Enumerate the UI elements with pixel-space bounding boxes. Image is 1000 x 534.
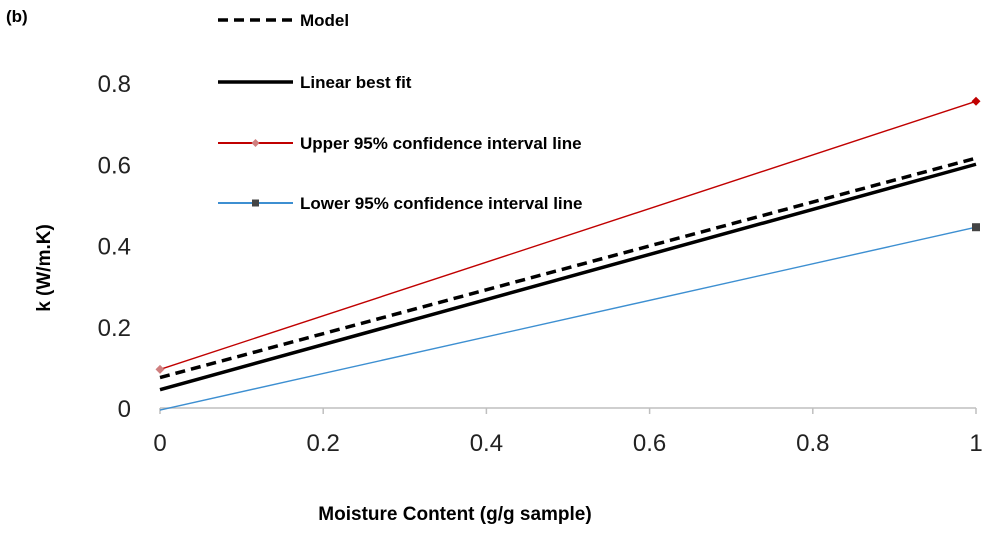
legend-marker-diamond [251,139,260,147]
series-line-4 [159,226,977,411]
upper-ci-marker [155,364,165,374]
series-line-2 [159,162,977,392]
lower-ci-marker [972,223,980,232]
legend-label-4: Lower 95% confidence interval line [300,194,582,213]
upper-ci-marker [971,96,981,106]
y-tick-label: 0 [118,396,131,423]
legend-label-3: Upper 95% confidence interval line [300,134,582,153]
x-tick-label: 0 [153,430,166,457]
y-tick-label: 0.2 [98,315,131,342]
series-line-1 [159,156,977,380]
x-tick-label: 0.4 [470,430,503,457]
plot-area: 0 0.2 0.4 0.6 0.8 1 0 0.2 0.4 0.6 0.8 [98,71,983,457]
x-tick-marks [159,408,977,414]
y-axis-title: k (W/m.K) [34,224,55,312]
series-markers [155,96,981,374]
panel-label: (b) [6,7,28,26]
legend-marker-square [252,199,259,207]
x-tick-labels: 0 0.2 0.4 0.6 0.8 1 [153,430,982,457]
x-tick-label: 0.8 [796,430,829,457]
y-tick-label: 0.6 [98,152,131,179]
x-tick-label: 1 [969,430,982,457]
x-tick-label: 0.6 [633,430,666,457]
y-tick-label: 0.8 [98,71,131,98]
series-line-3 [159,100,977,371]
y-tick-labels: 0 0.2 0.4 0.6 0.8 [98,71,131,423]
x-axis-title: Moisture Content (g/g sample) [318,504,591,525]
legend-label-2: Linear best fit [300,73,412,92]
x-tick-label: 0.2 [307,430,340,457]
legend: Model Linear best fit Upper 95% confidence… [218,11,582,213]
legend-label-1: Model [300,11,349,30]
y-tick-label: 0.4 [98,234,131,261]
series-lines [159,100,977,411]
